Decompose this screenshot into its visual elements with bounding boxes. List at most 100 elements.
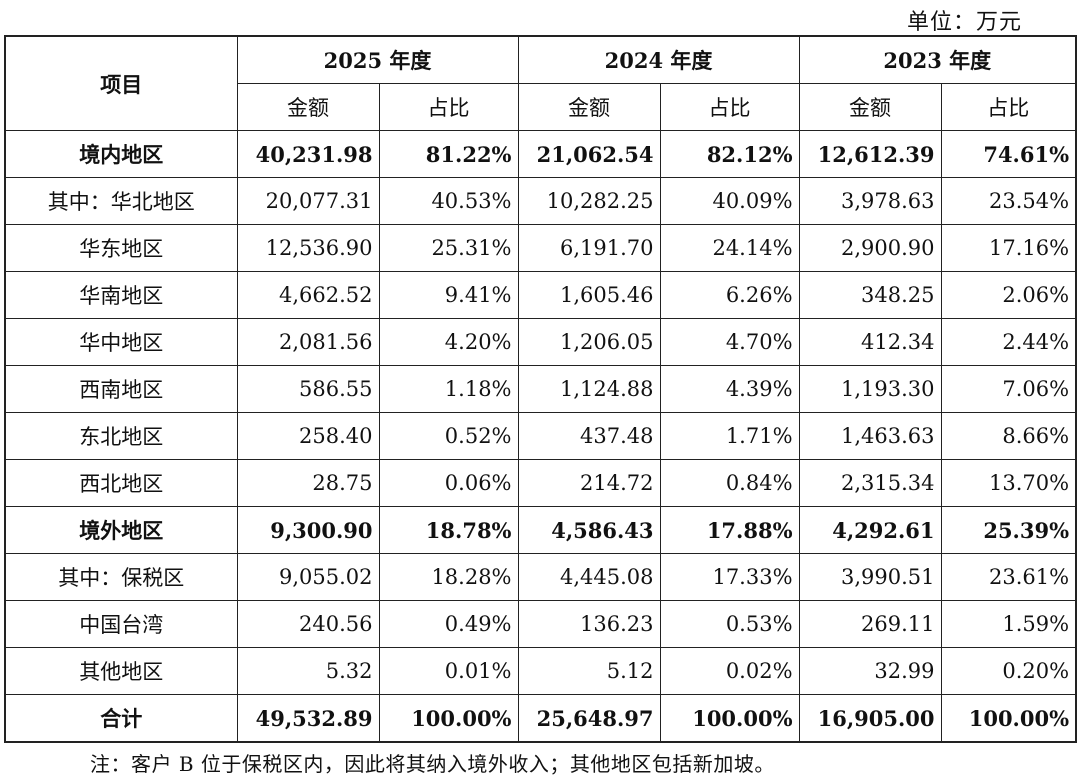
- ratio-cell: 2.06%: [940, 271, 1078, 319]
- ratio-cell: 40.53%: [378, 177, 519, 225]
- amount-cell: 4,445.08: [517, 553, 661, 601]
- amount-cell: 10,282.25: [517, 177, 661, 225]
- amount-cell: 21,062.54: [517, 130, 661, 178]
- table-row: 境外地区 9,300.90 18.78% 4,586.43 17.88% 4,292.61…: [4, 506, 1078, 554]
- ratio-cell: 23.61%: [940, 553, 1078, 601]
- ratio-cell: 25.39%: [940, 506, 1078, 554]
- amount-cell: 214.72: [517, 459, 661, 507]
- ratio-cell: 81.22%: [378, 130, 519, 178]
- amount-cell: 4,292.61: [798, 506, 942, 554]
- ratio-cell: 0.49%: [378, 600, 519, 648]
- ratio-cell: 0.01%: [378, 647, 519, 695]
- amount-cell: 3,978.63: [798, 177, 942, 225]
- amount-cell: 348.25: [798, 271, 942, 319]
- amount-cell: 28.75: [236, 459, 380, 507]
- ratio-cell: 8.66%: [940, 412, 1078, 460]
- amount-cell: 1,463.63: [798, 412, 942, 460]
- row-label: 华中地区: [4, 318, 238, 366]
- amount-cell: 240.56: [236, 600, 380, 648]
- amount-cell: 269.11: [798, 600, 942, 648]
- amount-cell: 1,193.30: [798, 365, 942, 413]
- amount-header: 金额: [517, 83, 661, 131]
- row-label: 西北地区: [4, 459, 238, 507]
- ratio-cell: 18.28%: [378, 553, 519, 601]
- amount-cell: 49,532.89: [236, 694, 380, 743]
- ratio-cell: 1.71%: [659, 412, 800, 460]
- year-header-2025: 2025 年度: [236, 35, 519, 84]
- amount-cell: 4,586.43: [517, 506, 661, 554]
- amount-cell: 586.55: [236, 365, 380, 413]
- row-label: 其中：保税区: [4, 553, 238, 601]
- ratio-cell: 40.09%: [659, 177, 800, 225]
- ratio-cell: 23.54%: [940, 177, 1078, 225]
- ratio-cell: 0.52%: [378, 412, 519, 460]
- row-label: 境外地区: [4, 506, 238, 554]
- revenue-by-region-table: 项目 2025 年度 2024 年度 2023 年度 金额 占比 金额 占比 金…: [4, 35, 1078, 743]
- ratio-cell: 100.00%: [378, 694, 519, 743]
- amount-cell: 40,231.98: [236, 130, 380, 178]
- amount-cell: 1,124.88: [517, 365, 661, 413]
- ratio-cell: 17.88%: [659, 506, 800, 554]
- table-row: 其他地区 5.32 0.01% 5.12 0.02% 32.99 0.20%: [4, 647, 1078, 695]
- ratio-cell: 74.61%: [940, 130, 1078, 178]
- amount-cell: 5.12: [517, 647, 661, 695]
- ratio-cell: 0.53%: [659, 600, 800, 648]
- amount-header: 金额: [798, 83, 942, 131]
- ratio-cell: 6.26%: [659, 271, 800, 319]
- table-row: 境内地区 40,231.98 81.22% 21,062.54 82.12% 12,612…: [4, 130, 1078, 178]
- amount-cell: 2,081.56: [236, 318, 380, 366]
- amount-cell: 20,077.31: [236, 177, 380, 225]
- ratio-cell: 17.16%: [940, 224, 1078, 272]
- amount-cell: 2,900.90: [798, 224, 942, 272]
- amount-cell: 12,612.39: [798, 130, 942, 178]
- amount-cell: 2,315.34: [798, 459, 942, 507]
- amount-cell: 1,206.05: [517, 318, 661, 366]
- footnote: 注：客户 B 位于保税区内，因此将其纳入境外收入；其他地区包括新加坡。: [90, 752, 775, 776]
- ratio-cell: 24.14%: [659, 224, 800, 272]
- ratio-cell: 2.44%: [940, 318, 1078, 366]
- amount-cell: 437.48: [517, 412, 661, 460]
- row-label: 西南地区: [4, 365, 238, 413]
- ratio-cell: 100.00%: [940, 694, 1078, 743]
- amount-cell: 9,055.02: [236, 553, 380, 601]
- row-label: 其他地区: [4, 647, 238, 695]
- ratio-cell: 18.78%: [378, 506, 519, 554]
- amount-cell: 32.99: [798, 647, 942, 695]
- ratio-cell: 25.31%: [378, 224, 519, 272]
- amount-cell: 16,905.00: [798, 694, 942, 743]
- amount-cell: 1,605.46: [517, 271, 661, 319]
- row-label: 境内地区: [4, 130, 238, 178]
- ratio-cell: 0.02%: [659, 647, 800, 695]
- ratio-cell: 0.20%: [940, 647, 1078, 695]
- ratio-cell: 7.06%: [940, 365, 1078, 413]
- item-header: 项目: [4, 35, 238, 131]
- table-row: 其中：保税区 9,055.02 18.28% 4,445.08 17.33% 3,990.…: [4, 553, 1078, 601]
- amount-cell: 258.40: [236, 412, 380, 460]
- row-label: 其中：华北地区: [4, 177, 238, 225]
- ratio-cell: 13.70%: [940, 459, 1078, 507]
- year-header-2024: 2024 年度: [517, 35, 800, 84]
- row-label: 合计: [4, 694, 238, 743]
- row-label: 东北地区: [4, 412, 238, 460]
- ratio-cell: 82.12%: [659, 130, 800, 178]
- ratio-header: 占比: [378, 83, 519, 131]
- amount-header: 金额: [236, 83, 380, 131]
- table-row: 东北地区 258.40 0.52% 437.48 1.71% 1,463.63 8.66%: [4, 412, 1078, 460]
- amount-cell: 4,662.52: [236, 271, 380, 319]
- table-row: 西北地区 28.75 0.06% 214.72 0.84% 2,315.34 13.70%: [4, 459, 1078, 507]
- ratio-cell: 4.20%: [378, 318, 519, 366]
- amount-cell: 136.23: [517, 600, 661, 648]
- table-row: 中国台湾 240.56 0.49% 136.23 0.53% 269.11 1.59%: [4, 600, 1078, 648]
- ratio-cell: 0.84%: [659, 459, 800, 507]
- unit-label: 单位：万元: [906, 10, 1022, 35]
- year-header-2023: 2023 年度: [798, 35, 1078, 84]
- amount-cell: 5.32: [236, 647, 380, 695]
- table-row: 华东地区 12,536.90 25.31% 6,191.70 24.14% 2,900.9…: [4, 224, 1078, 272]
- ratio-cell: 100.00%: [659, 694, 800, 743]
- ratio-cell: 9.41%: [378, 271, 519, 319]
- row-label: 华东地区: [4, 224, 238, 272]
- amount-cell: 25,648.97: [517, 694, 661, 743]
- ratio-cell: 0.06%: [378, 459, 519, 507]
- amount-cell: 6,191.70: [517, 224, 661, 272]
- amount-cell: 9,300.90: [236, 506, 380, 554]
